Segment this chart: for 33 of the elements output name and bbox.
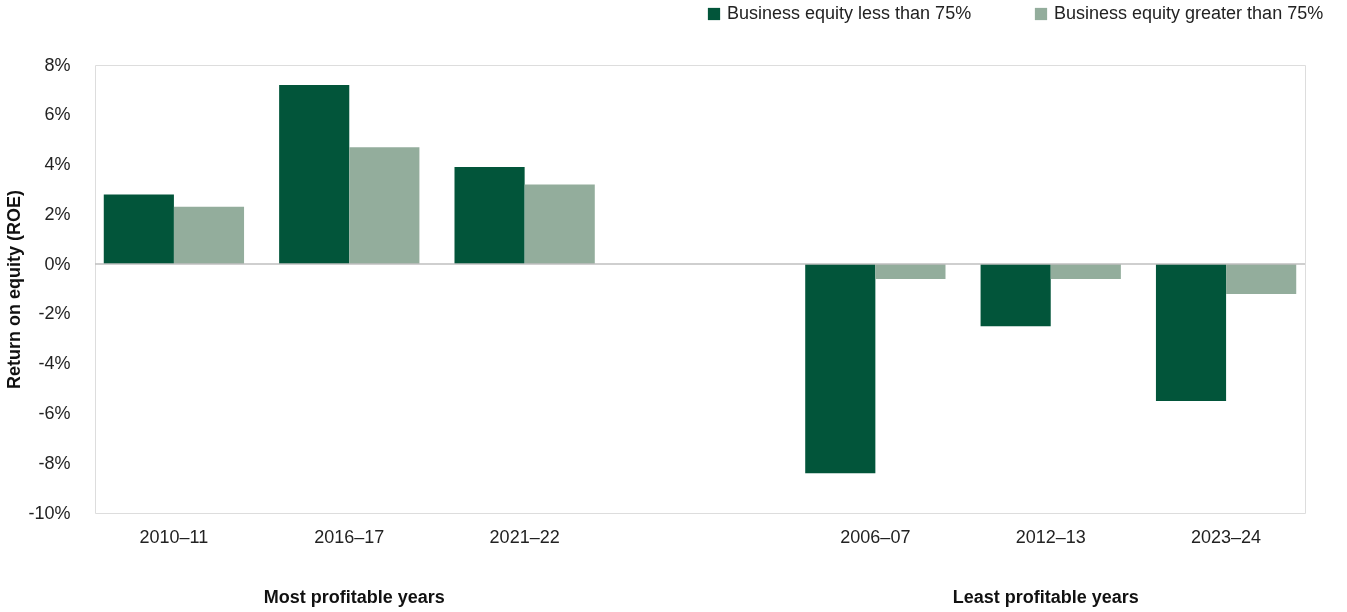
bar [524, 184, 595, 265]
legend-label: Business equity greater than 75% [1054, 3, 1324, 23]
y-tick-label: 0% [44, 253, 71, 274]
x-tick-label: 2012–13 [1015, 526, 1086, 547]
y-tick-label: 4% [44, 154, 71, 175]
y-tick-label: -6% [38, 402, 71, 423]
bar [1050, 264, 1121, 280]
bar [1226, 264, 1297, 294]
x-tick-label: 2016–17 [314, 526, 385, 547]
y-tick-label: -10% [28, 502, 71, 523]
bar [103, 194, 174, 265]
y-tick-label: -2% [38, 303, 71, 324]
bar [980, 264, 1051, 327]
legend-label: Business equity less than 75% [727, 3, 972, 23]
text: Least profitable years [952, 587, 1139, 607]
y-tick-label: 8% [44, 54, 71, 75]
y-tick-label: -4% [38, 353, 71, 374]
x-tick-label: 2010–11 [139, 526, 209, 547]
bar [875, 264, 946, 280]
bar [805, 264, 876, 474]
x-tick-label: 2006–07 [840, 526, 911, 547]
y-axis-title: Return on equity (ROE) [4, 190, 25, 389]
y-tick-label: -8% [38, 452, 71, 473]
bar [1155, 264, 1227, 401]
bar [279, 84, 350, 265]
bar [454, 167, 525, 265]
y-tick-label: 6% [44, 104, 71, 125]
bar [349, 147, 420, 265]
y-tick-label: 2% [44, 203, 71, 224]
text: Most profitable years [263, 587, 445, 607]
x-tick-label: 2021–22 [489, 526, 560, 547]
bar [173, 206, 245, 265]
x-tick-label: 2023–24 [1191, 526, 1262, 547]
